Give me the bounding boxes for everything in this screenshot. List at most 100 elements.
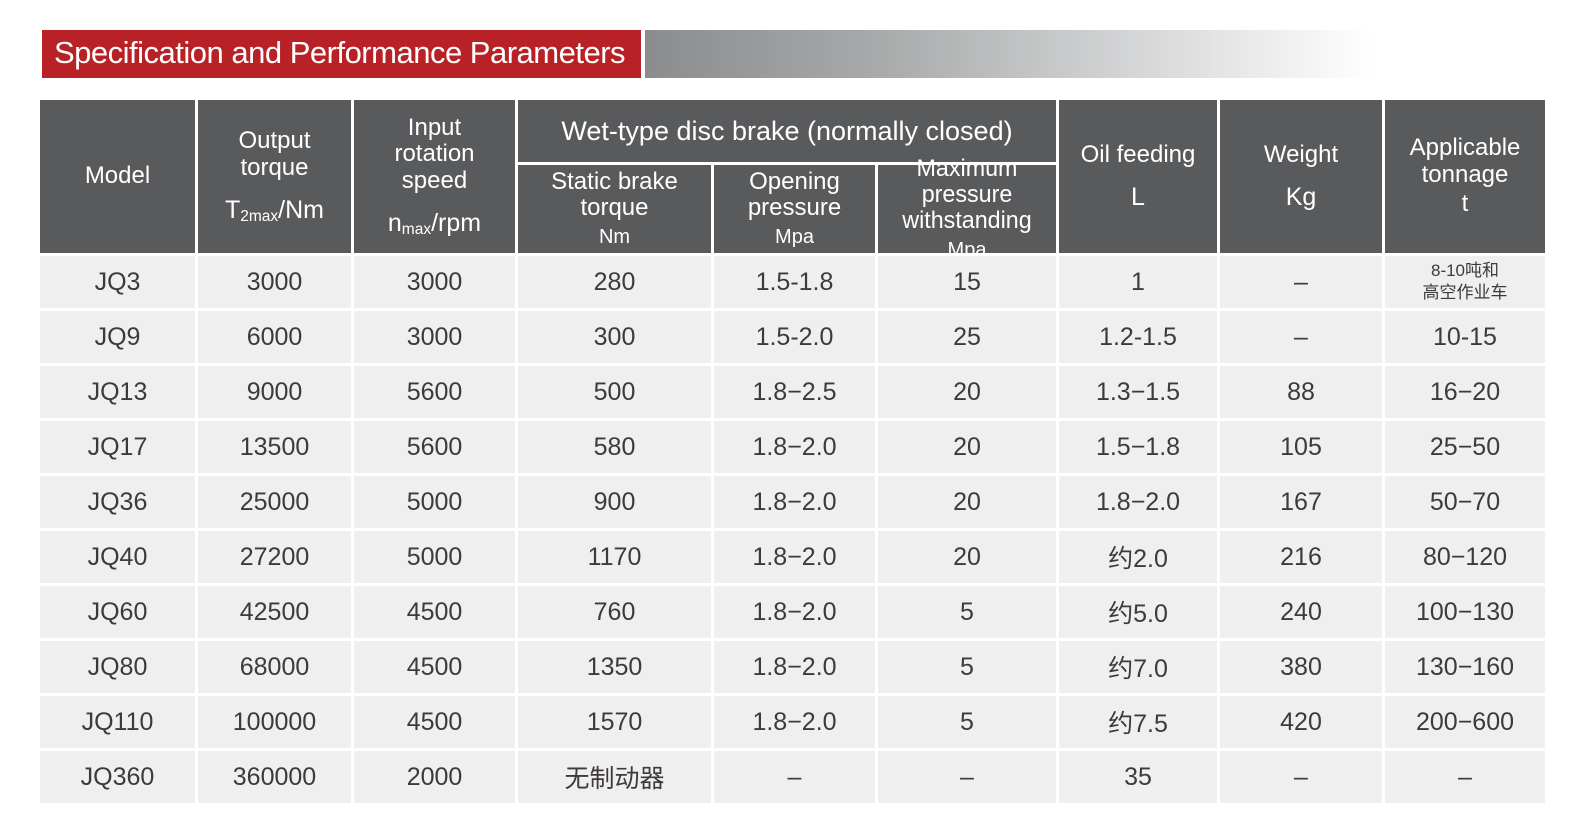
header-unit: nmax/rpm	[387, 209, 482, 239]
table-cell: 3000	[354, 311, 515, 363]
table-cell: 1.5-2.0	[714, 311, 875, 363]
header-label: Applicable tonnage	[1409, 134, 1521, 189]
table-row: JQ36 25000 5000 900 1.8−2.0 20 1.8−2.0 167 50−70	[40, 476, 1545, 528]
table-cell: 5	[878, 586, 1056, 638]
header-label: Output torque	[238, 127, 311, 181]
table-cell: 3000	[354, 256, 515, 308]
table-cell: 5600	[354, 366, 515, 418]
header-input-speed: Input rotation speed nmax/rpm	[354, 100, 515, 253]
table-row: JQ60 42500 4500 760 1.8−2.0 5 约5.0 240 100−130	[40, 586, 1545, 638]
table-cell: 1.5−1.8	[1059, 421, 1217, 473]
table-cell: 5600	[354, 421, 515, 473]
table-cell: 2000	[354, 751, 515, 803]
table-cell: JQ60	[40, 586, 195, 638]
table-cell: 100000	[198, 696, 351, 748]
spec-table: Model Output torque T2max/Nm Input rotat…	[40, 100, 1545, 803]
table-cell: 15	[878, 256, 1056, 308]
header-unit: T2max/Nm	[224, 195, 324, 225]
table-cell: 25000	[198, 476, 351, 528]
table-cell: JQ110	[40, 696, 195, 748]
header-unit: Nm	[598, 226, 631, 249]
table-cell: 约7.5	[1059, 696, 1217, 748]
table-cell: 50−70	[1385, 476, 1545, 528]
section-title: Specification and Performance Parameters	[54, 35, 626, 70]
header-label: Maximum pressure withstanding	[902, 155, 1032, 235]
table-row: JQ9 6000 3000 300 1.5-2.0 25 1.2-1.5–10-15	[40, 311, 1545, 363]
table-cell: 约2.0	[1059, 531, 1217, 583]
header-label: Weight	[1263, 141, 1339, 169]
table-cell: 25	[878, 311, 1056, 363]
header-applicable-tonnage: Applicable tonnage t	[1385, 100, 1545, 253]
table-cell: 200−600	[1385, 696, 1545, 748]
table-row: JQ110 100000 4500 1570 1.8−2.0 5 约7.5 420 200−60…	[40, 696, 1545, 748]
header-unit: L	[1131, 182, 1145, 211]
table-cell: 80−120	[1385, 531, 1545, 583]
table-cell: 216	[1220, 531, 1382, 583]
table-row: JQ13 9000 5600 500 1.8−2.5 20 1.3−1.5 88 16−20	[40, 366, 1545, 418]
header-label: Opening pressure	[747, 168, 842, 222]
table-cell: 760	[518, 586, 711, 638]
table-cell: 5	[878, 641, 1056, 693]
header-static-brake-torque: Static brake torque Nm	[518, 165, 711, 253]
gradient-bar	[645, 30, 1438, 78]
table-cell: 20	[878, 366, 1056, 418]
table-cell: 20	[878, 476, 1056, 528]
table-cell: 500	[518, 366, 711, 418]
section-title-banner: Specification and Performance Parameters	[42, 30, 642, 78]
table-cell: 3000	[198, 256, 351, 308]
table-cell: 42500	[198, 586, 351, 638]
table-cell: –	[1220, 311, 1382, 363]
table-cell: JQ13	[40, 366, 195, 418]
header-max-pressure: Maximum pressure withstanding Mpa	[878, 156, 1056, 261]
table-cell: 280	[518, 256, 711, 308]
table-cell: 1170	[518, 531, 711, 583]
table-cell: 420	[1220, 696, 1382, 748]
table-cell: –	[1220, 256, 1382, 308]
table-cell: 1.8−2.0	[1059, 476, 1217, 528]
table-cell: 1.8−2.0	[714, 586, 875, 638]
table-cell: 5	[878, 696, 1056, 748]
table-cell: 1.2-1.5	[1059, 311, 1217, 363]
table-cell: 16−20	[1385, 366, 1545, 418]
table-cell: JQ80	[40, 641, 195, 693]
table-cell: 4500	[354, 641, 515, 693]
table-cell: 无制动器	[518, 751, 711, 803]
table-cell: 35	[1059, 751, 1217, 803]
table-cell: 1570	[518, 696, 711, 748]
table-cell: 1350	[518, 641, 711, 693]
table-header: Model Output torque T2max/Nm Input rotat…	[40, 100, 1545, 261]
table-cell: JQ40	[40, 531, 195, 583]
table-row: JQ360 360000 2000 无制动器 – –35– –	[40, 751, 1545, 803]
table-cell: 380	[1220, 641, 1382, 693]
table-row: JQ80 68000 4500 1350 1.8−2.0 5 约7.0 380 130−160	[40, 641, 1545, 693]
table-cell: 20	[878, 421, 1056, 473]
table-cell: 9000	[198, 366, 351, 418]
header-output-torque: Output torque T2max/Nm	[198, 100, 351, 253]
table-cell: JQ17	[40, 421, 195, 473]
table-cell: 27200	[198, 531, 351, 583]
table-cell: 105	[1220, 421, 1382, 473]
header-label: Oil feeding	[1080, 141, 1196, 169]
header-unit: Kg	[1285, 182, 1317, 211]
table-cell: 167	[1220, 476, 1382, 528]
header-opening-pressure: Opening pressure Mpa	[714, 165, 875, 253]
table-cell: 88	[1220, 366, 1382, 418]
header-label: Static brake torque	[551, 168, 678, 222]
table-cell: 1.8−2.5	[714, 366, 875, 418]
table-cell: –	[1385, 751, 1545, 803]
table-cell: 20	[878, 531, 1056, 583]
header-model: Model	[40, 100, 195, 253]
table-cell: 1	[1059, 256, 1217, 308]
header-weight: Weight Kg	[1220, 100, 1382, 253]
table-cell: –	[714, 751, 875, 803]
table-cell: 4500	[354, 696, 515, 748]
table-cell: 4500	[354, 586, 515, 638]
banner-row: Specification and Performance Parameters	[42, 30, 1438, 78]
table-cell: 约5.0	[1059, 586, 1217, 638]
table-cell: 1.8−2.0	[714, 696, 875, 748]
table-cell: 240	[1220, 586, 1382, 638]
header-unit: Mpa	[947, 239, 987, 262]
table-cell: –	[1220, 751, 1382, 803]
table-cell: 1.5-1.8	[714, 256, 875, 308]
